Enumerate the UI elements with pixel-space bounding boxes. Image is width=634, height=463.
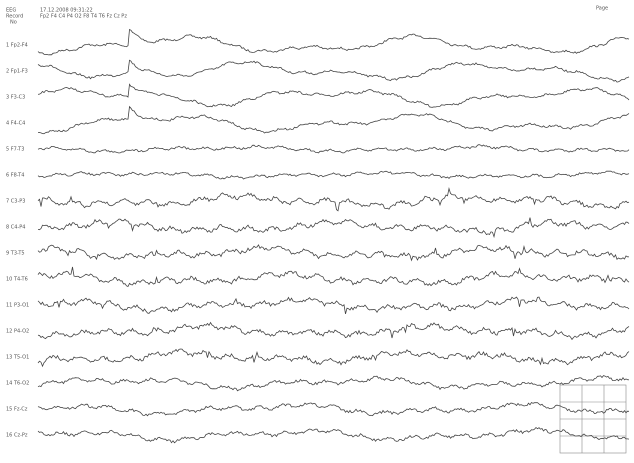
- channel-label: 16 Cz-Pz: [6, 433, 28, 439]
- eeg-trace: [38, 323, 629, 340]
- eeg-trace: [38, 403, 629, 416]
- channel-label: 13 T5-O1: [6, 355, 29, 361]
- eeg-trace: [38, 267, 629, 287]
- montage-diagram: [560, 385, 626, 453]
- eeg-trace: [38, 84, 629, 107]
- eeg-page: EEG Record No 17.12.2008 09:31:22 Fp2 F4…: [0, 0, 634, 459]
- channel-label: 1 Fp2-F4: [6, 43, 28, 49]
- eeg-trace: [38, 297, 629, 314]
- eeg-trace: [38, 349, 629, 366]
- channel-label: 14 T6-O2: [6, 381, 29, 387]
- eeg-trace: [38, 245, 629, 260]
- channel-label: 9 T3-T5: [6, 251, 25, 257]
- eeg-trace: [38, 60, 629, 82]
- channel-label: 2 Fp1-F3: [6, 69, 28, 75]
- eeg-trace: [38, 428, 629, 443]
- eeg-trace: [38, 107, 629, 134]
- channel-label: 7 C3-P3: [6, 199, 25, 205]
- page-label: Page: [596, 6, 608, 12]
- eeg-trace: [38, 218, 629, 237]
- eeg-trace: [38, 30, 629, 55]
- header-text: Fp2 F4 C4 P4 O2 F8 T4 T6 Fz Cz Pz: [40, 14, 127, 20]
- eeg-trace: [38, 145, 629, 153]
- channel-label: 11 P3-O1: [6, 303, 29, 309]
- channel-label: 5 F7-T3: [6, 147, 24, 153]
- channel-label: 6 F8-T4: [6, 173, 24, 179]
- eeg-trace: [38, 189, 629, 211]
- eeg-trace: [38, 171, 629, 179]
- channel-label: 10 T4-T6: [6, 277, 28, 283]
- channel-label: 4 F4-C4: [6, 121, 25, 127]
- channel-label: 8 C4-P4: [6, 225, 25, 231]
- eeg-trace: [38, 376, 629, 391]
- header-text: No: [10, 20, 17, 26]
- channel-label: 15 Fz-Cz: [6, 407, 28, 413]
- channel-label: 12 P4-O2: [6, 329, 29, 335]
- channel-label: 3 F3-C3: [6, 95, 25, 101]
